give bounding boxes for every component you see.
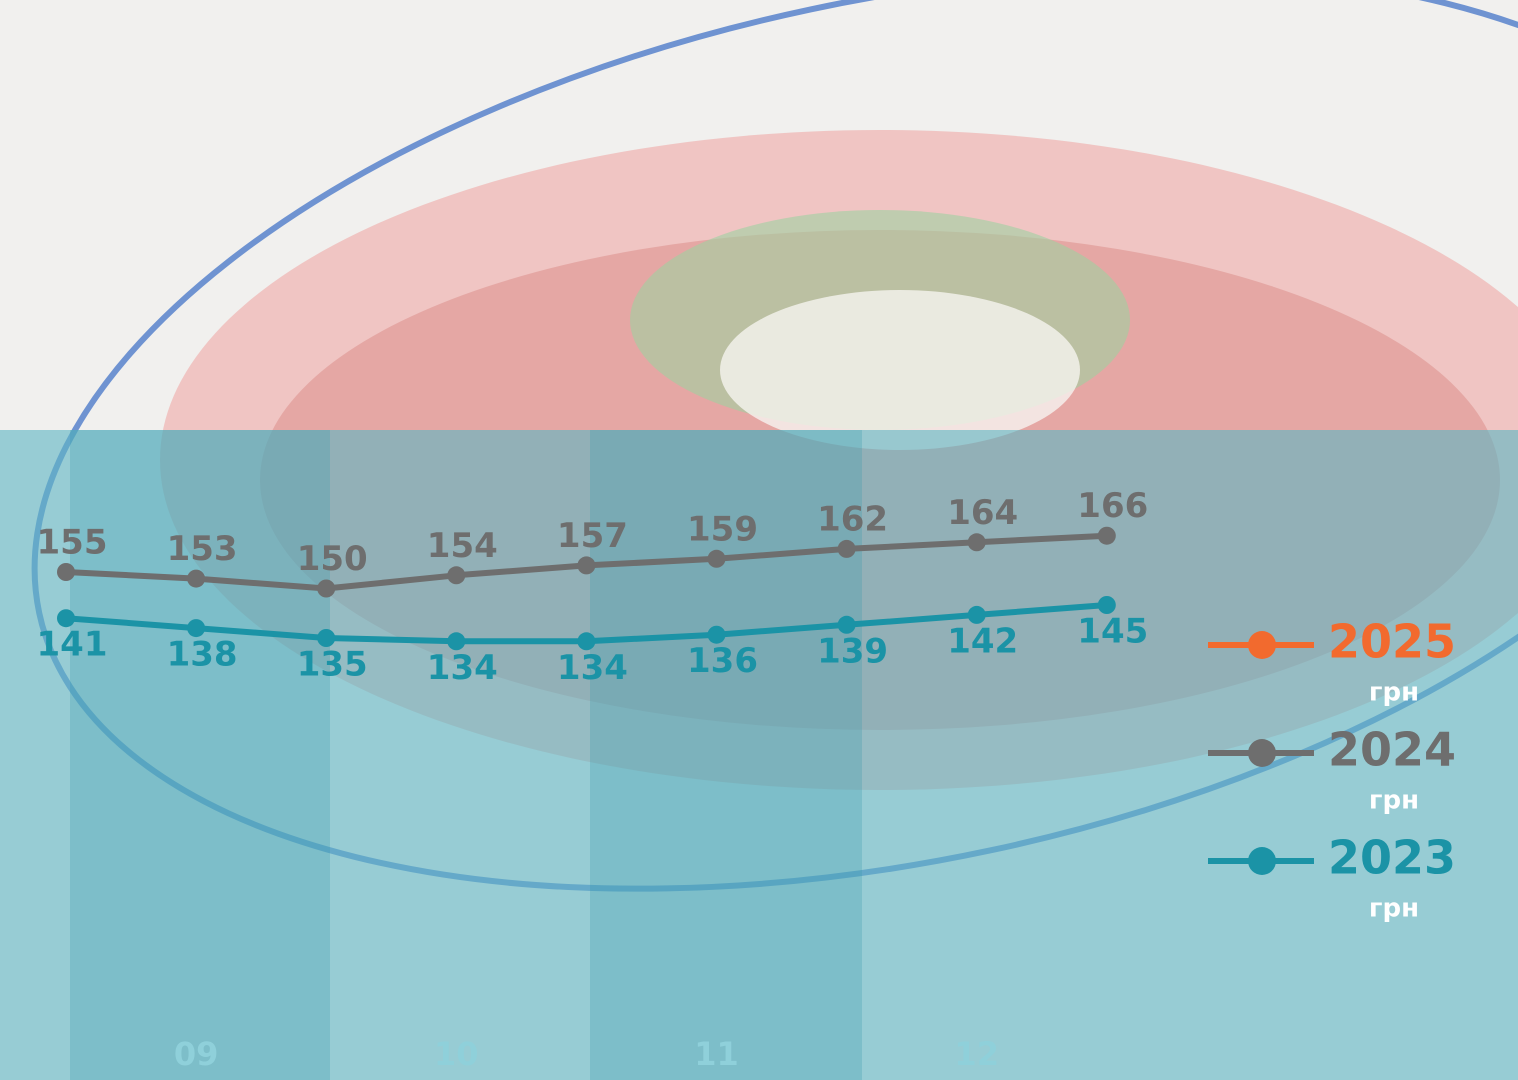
x-tick-label: 09 xyxy=(174,1035,219,1073)
data-label: 154 xyxy=(427,526,498,566)
legend-label: 2025 xyxy=(1328,615,1456,669)
point xyxy=(447,566,466,585)
point xyxy=(57,609,75,628)
legend-marker xyxy=(1248,631,1276,659)
point xyxy=(837,615,856,634)
legend: 2025 грн 2024 грн 2023 грн xyxy=(1208,615,1456,924)
point xyxy=(967,533,986,552)
point xyxy=(707,625,726,644)
point xyxy=(57,563,75,581)
data-label: 153 xyxy=(167,529,238,569)
legend-unit: грн xyxy=(1369,894,1419,924)
data-label: 150 xyxy=(297,539,368,579)
legend-unit: грн xyxy=(1369,678,1419,708)
point xyxy=(967,605,986,624)
month-band xyxy=(70,430,330,1080)
legend-label: 2024 xyxy=(1328,723,1456,777)
point xyxy=(1097,596,1116,614)
data-label: 159 xyxy=(687,509,758,549)
x-tick-label: 12 xyxy=(954,1035,999,1073)
data-label: 142 xyxy=(947,621,1018,661)
x-tick-label: 10 xyxy=(434,1035,479,1073)
point xyxy=(447,632,466,651)
plot: 09 10 11 12 155 153 150 154 157 159 162 164 166 141 13… xyxy=(37,486,1149,1073)
data-label: 138 xyxy=(167,635,238,675)
data-label: 134 xyxy=(557,648,628,688)
data-label: 136 xyxy=(687,641,758,681)
point xyxy=(1097,526,1116,545)
month-band xyxy=(590,430,862,1080)
legend-marker xyxy=(1248,847,1276,875)
data-label: 134 xyxy=(427,648,498,688)
point xyxy=(707,549,726,568)
legend-unit: грн xyxy=(1369,786,1419,816)
data-label: 135 xyxy=(297,645,368,685)
x-tick-label: 11 xyxy=(694,1035,739,1073)
legend-marker xyxy=(1248,739,1276,767)
point xyxy=(187,569,206,588)
data-label: 164 xyxy=(947,493,1018,533)
point xyxy=(317,629,336,647)
point xyxy=(317,579,336,598)
data-label: 166 xyxy=(1077,486,1148,526)
legend-label: 2023 xyxy=(1328,831,1456,885)
data-label: 157 xyxy=(557,516,628,556)
point xyxy=(577,556,596,575)
data-label: 162 xyxy=(817,499,888,539)
point xyxy=(837,539,856,558)
cream xyxy=(720,290,1080,450)
data-label: 155 xyxy=(37,523,108,563)
data-label: 139 xyxy=(817,631,888,671)
data-label: 141 xyxy=(37,625,108,665)
data-label: 145 xyxy=(1077,612,1148,652)
point xyxy=(577,632,596,651)
point xyxy=(187,619,206,638)
